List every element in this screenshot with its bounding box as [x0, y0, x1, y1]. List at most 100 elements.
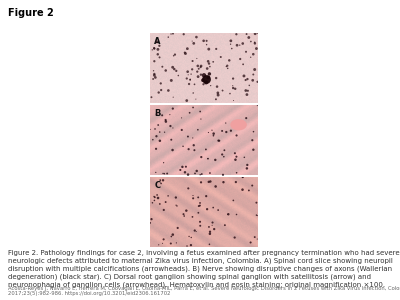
Point	[207, 64, 213, 69]
Point	[174, 203, 180, 208]
Point	[220, 172, 226, 177]
Text: Acosta-Reyes J, Navarro E, Herrera M, Coovagail E, Osolna-MIL, Parra E, et al. S: Acosta-Reyes J, Navarro E, Herrera M, Co…	[8, 286, 400, 296]
Point	[173, 195, 179, 200]
Point	[249, 183, 256, 188]
Point	[230, 98, 237, 103]
Point	[168, 241, 174, 246]
Point	[156, 44, 162, 48]
Point	[158, 81, 164, 86]
Point	[253, 46, 260, 51]
Point	[182, 50, 188, 55]
Point	[155, 196, 161, 200]
Point	[227, 91, 233, 96]
Point	[162, 200, 169, 205]
Point	[254, 103, 260, 108]
Point	[151, 72, 158, 76]
Point	[221, 154, 227, 159]
Point	[245, 88, 251, 93]
Point	[173, 203, 179, 208]
Point	[153, 134, 160, 139]
Point	[170, 106, 176, 111]
Point	[244, 77, 251, 82]
Point	[241, 155, 248, 160]
Point	[185, 172, 191, 177]
Point	[207, 179, 214, 184]
Point	[200, 78, 206, 82]
Point	[233, 133, 240, 138]
Point	[160, 178, 166, 183]
Point	[254, 80, 261, 84]
Point	[206, 242, 213, 247]
Point	[198, 180, 204, 185]
Point	[185, 134, 191, 139]
Point	[185, 186, 192, 191]
Point	[197, 109, 203, 114]
Point	[222, 223, 228, 228]
Point	[215, 90, 221, 95]
Point	[165, 88, 172, 93]
Point	[197, 172, 203, 177]
Point	[219, 88, 226, 93]
Point	[246, 35, 252, 40]
Point	[198, 64, 204, 68]
Point	[203, 194, 210, 199]
Point	[196, 66, 202, 71]
Point	[154, 52, 161, 57]
Point	[201, 73, 207, 78]
Point	[156, 90, 162, 95]
Point	[170, 95, 176, 100]
Point	[222, 121, 229, 125]
Point	[149, 200, 156, 205]
Point	[150, 68, 157, 73]
Point	[186, 234, 192, 239]
Point	[160, 160, 167, 165]
Point	[155, 47, 161, 52]
Point	[152, 170, 159, 175]
Point	[213, 97, 219, 102]
Point	[170, 65, 176, 70]
Point	[149, 47, 156, 52]
Point	[156, 130, 163, 134]
Point	[203, 80, 209, 85]
Point	[224, 66, 231, 71]
Point	[212, 158, 218, 162]
Point	[244, 92, 250, 97]
Point	[230, 76, 236, 81]
Point	[214, 84, 220, 89]
Point	[160, 171, 166, 176]
Point	[150, 137, 156, 142]
Point	[205, 59, 211, 64]
Point	[184, 76, 190, 81]
Point	[161, 171, 167, 176]
Point	[198, 72, 204, 77]
Point	[205, 130, 212, 135]
Point	[189, 214, 196, 219]
Point	[158, 181, 164, 186]
Point	[250, 72, 256, 77]
Point	[184, 46, 190, 51]
Point	[248, 39, 254, 44]
Point	[185, 72, 191, 77]
Point	[210, 59, 216, 64]
Point	[182, 170, 188, 175]
Point	[241, 74, 247, 78]
Point	[254, 31, 260, 36]
Point	[194, 69, 200, 74]
Point	[170, 53, 177, 58]
Point	[205, 156, 211, 161]
Point	[168, 137, 174, 142]
Point	[250, 78, 256, 83]
Point	[152, 195, 158, 200]
Point	[234, 170, 240, 175]
Point	[194, 169, 200, 173]
Point	[188, 243, 194, 248]
Point	[193, 35, 200, 40]
Point	[211, 227, 217, 232]
Point	[212, 184, 219, 189]
Point	[151, 73, 158, 78]
Point	[230, 85, 236, 90]
Point	[218, 55, 224, 59]
Point	[162, 118, 169, 122]
Point	[228, 38, 234, 43]
Point	[200, 82, 207, 87]
